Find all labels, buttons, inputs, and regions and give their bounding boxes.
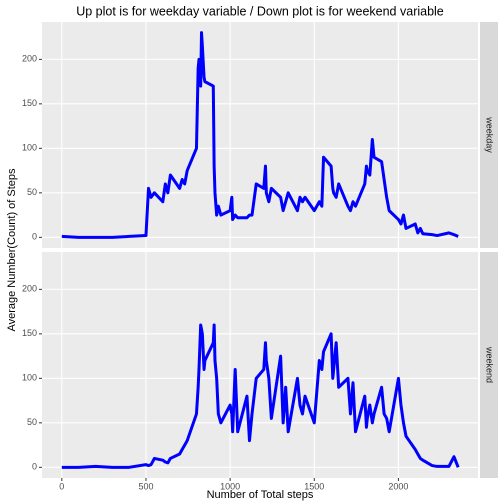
- strip-label: weekday: [485, 116, 495, 153]
- chart-title: Up plot is for weekday variable / Down p…: [76, 4, 444, 18]
- y-tick-label: 50: [27, 187, 37, 197]
- x-tick-label: 1000: [220, 481, 240, 491]
- strip-label: weekend: [485, 346, 495, 383]
- y-tick-label: 100: [22, 373, 37, 383]
- x-tick-label: 500: [138, 481, 153, 491]
- y-tick-label: 100: [22, 143, 37, 153]
- strip-background: [480, 22, 498, 248]
- y-tick-label: 50: [27, 417, 37, 427]
- y-tick-label: 0: [32, 462, 37, 472]
- y-tick-label: 200: [22, 284, 37, 294]
- y-tick-label: 150: [22, 98, 37, 108]
- line: [61, 31, 459, 239]
- x-axis-label: Number of Total steps: [207, 489, 314, 501]
- y-tick-label: 0: [32, 232, 37, 242]
- y-tick-label: 200: [22, 54, 37, 64]
- line: [61, 323, 460, 469]
- y-tick-label: 150: [22, 328, 37, 338]
- x-tick-label: 0: [59, 481, 64, 491]
- panel-background: [42, 22, 478, 248]
- x-tick-label: 2000: [388, 481, 408, 491]
- strip-background: [480, 252, 498, 478]
- x-tick-label: 1500: [304, 481, 324, 491]
- y-axis-label: Average Number(Count) of Steps: [6, 168, 18, 332]
